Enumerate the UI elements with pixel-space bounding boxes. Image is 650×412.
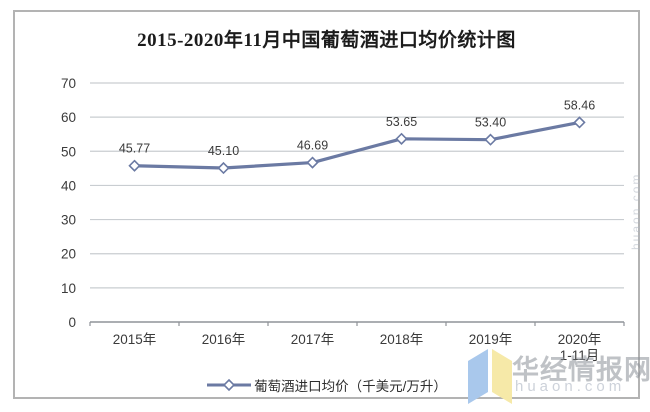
huaon-logo-icon xyxy=(468,349,512,404)
watermark-brand: 华经情报网 xyxy=(512,355,650,385)
svg-text:46.69: 46.69 xyxy=(297,139,328,153)
svg-text:20: 20 xyxy=(61,247,76,262)
svg-text:50: 50 xyxy=(61,144,76,159)
svg-text:2015年: 2015年 xyxy=(113,332,157,347)
svg-text:10: 10 xyxy=(61,281,76,296)
watermark-domain: huaon.com xyxy=(515,378,626,395)
svg-text:45.10: 45.10 xyxy=(208,144,239,158)
legend-line-marker-icon xyxy=(207,378,252,392)
svg-text:45.77: 45.77 xyxy=(119,142,150,156)
svg-text:2018年: 2018年 xyxy=(380,332,424,347)
svg-text:53.40: 53.40 xyxy=(475,116,506,130)
side-watermark: huaon.com xyxy=(629,172,643,250)
legend-label: 葡萄酒进口均价（千美元/万升） xyxy=(254,379,447,394)
svg-text:30: 30 xyxy=(61,213,76,228)
svg-text:53.65: 53.65 xyxy=(386,115,417,129)
svg-text:2017年: 2017年 xyxy=(291,332,335,347)
svg-text:70: 70 xyxy=(61,76,76,91)
svg-text:58.46: 58.46 xyxy=(564,98,595,112)
chart-title: 2015-2020年11月中国葡萄酒进口均价统计图 xyxy=(137,30,516,51)
line-chart-svg: 0 10 20 30 40 50 60 70 2015年 2016年 2017年 2018年 2019年… xyxy=(61,76,625,363)
legend: 葡萄酒进口均价（千美元/万升） xyxy=(15,375,638,395)
svg-text:60: 60 xyxy=(61,110,76,125)
chart-container: 2015-2020年11月中国葡萄酒进口均价统计图 0 10 20 30 40 50 60 7… xyxy=(13,10,650,404)
svg-text:40: 40 xyxy=(61,178,76,193)
svg-text:2020年1-11月: 2020年 1-11月 xyxy=(558,332,602,363)
svg-text:2019年: 2019年 xyxy=(469,332,513,347)
svg-text:0: 0 xyxy=(68,315,76,330)
svg-text:2016年: 2016年 xyxy=(202,332,246,347)
